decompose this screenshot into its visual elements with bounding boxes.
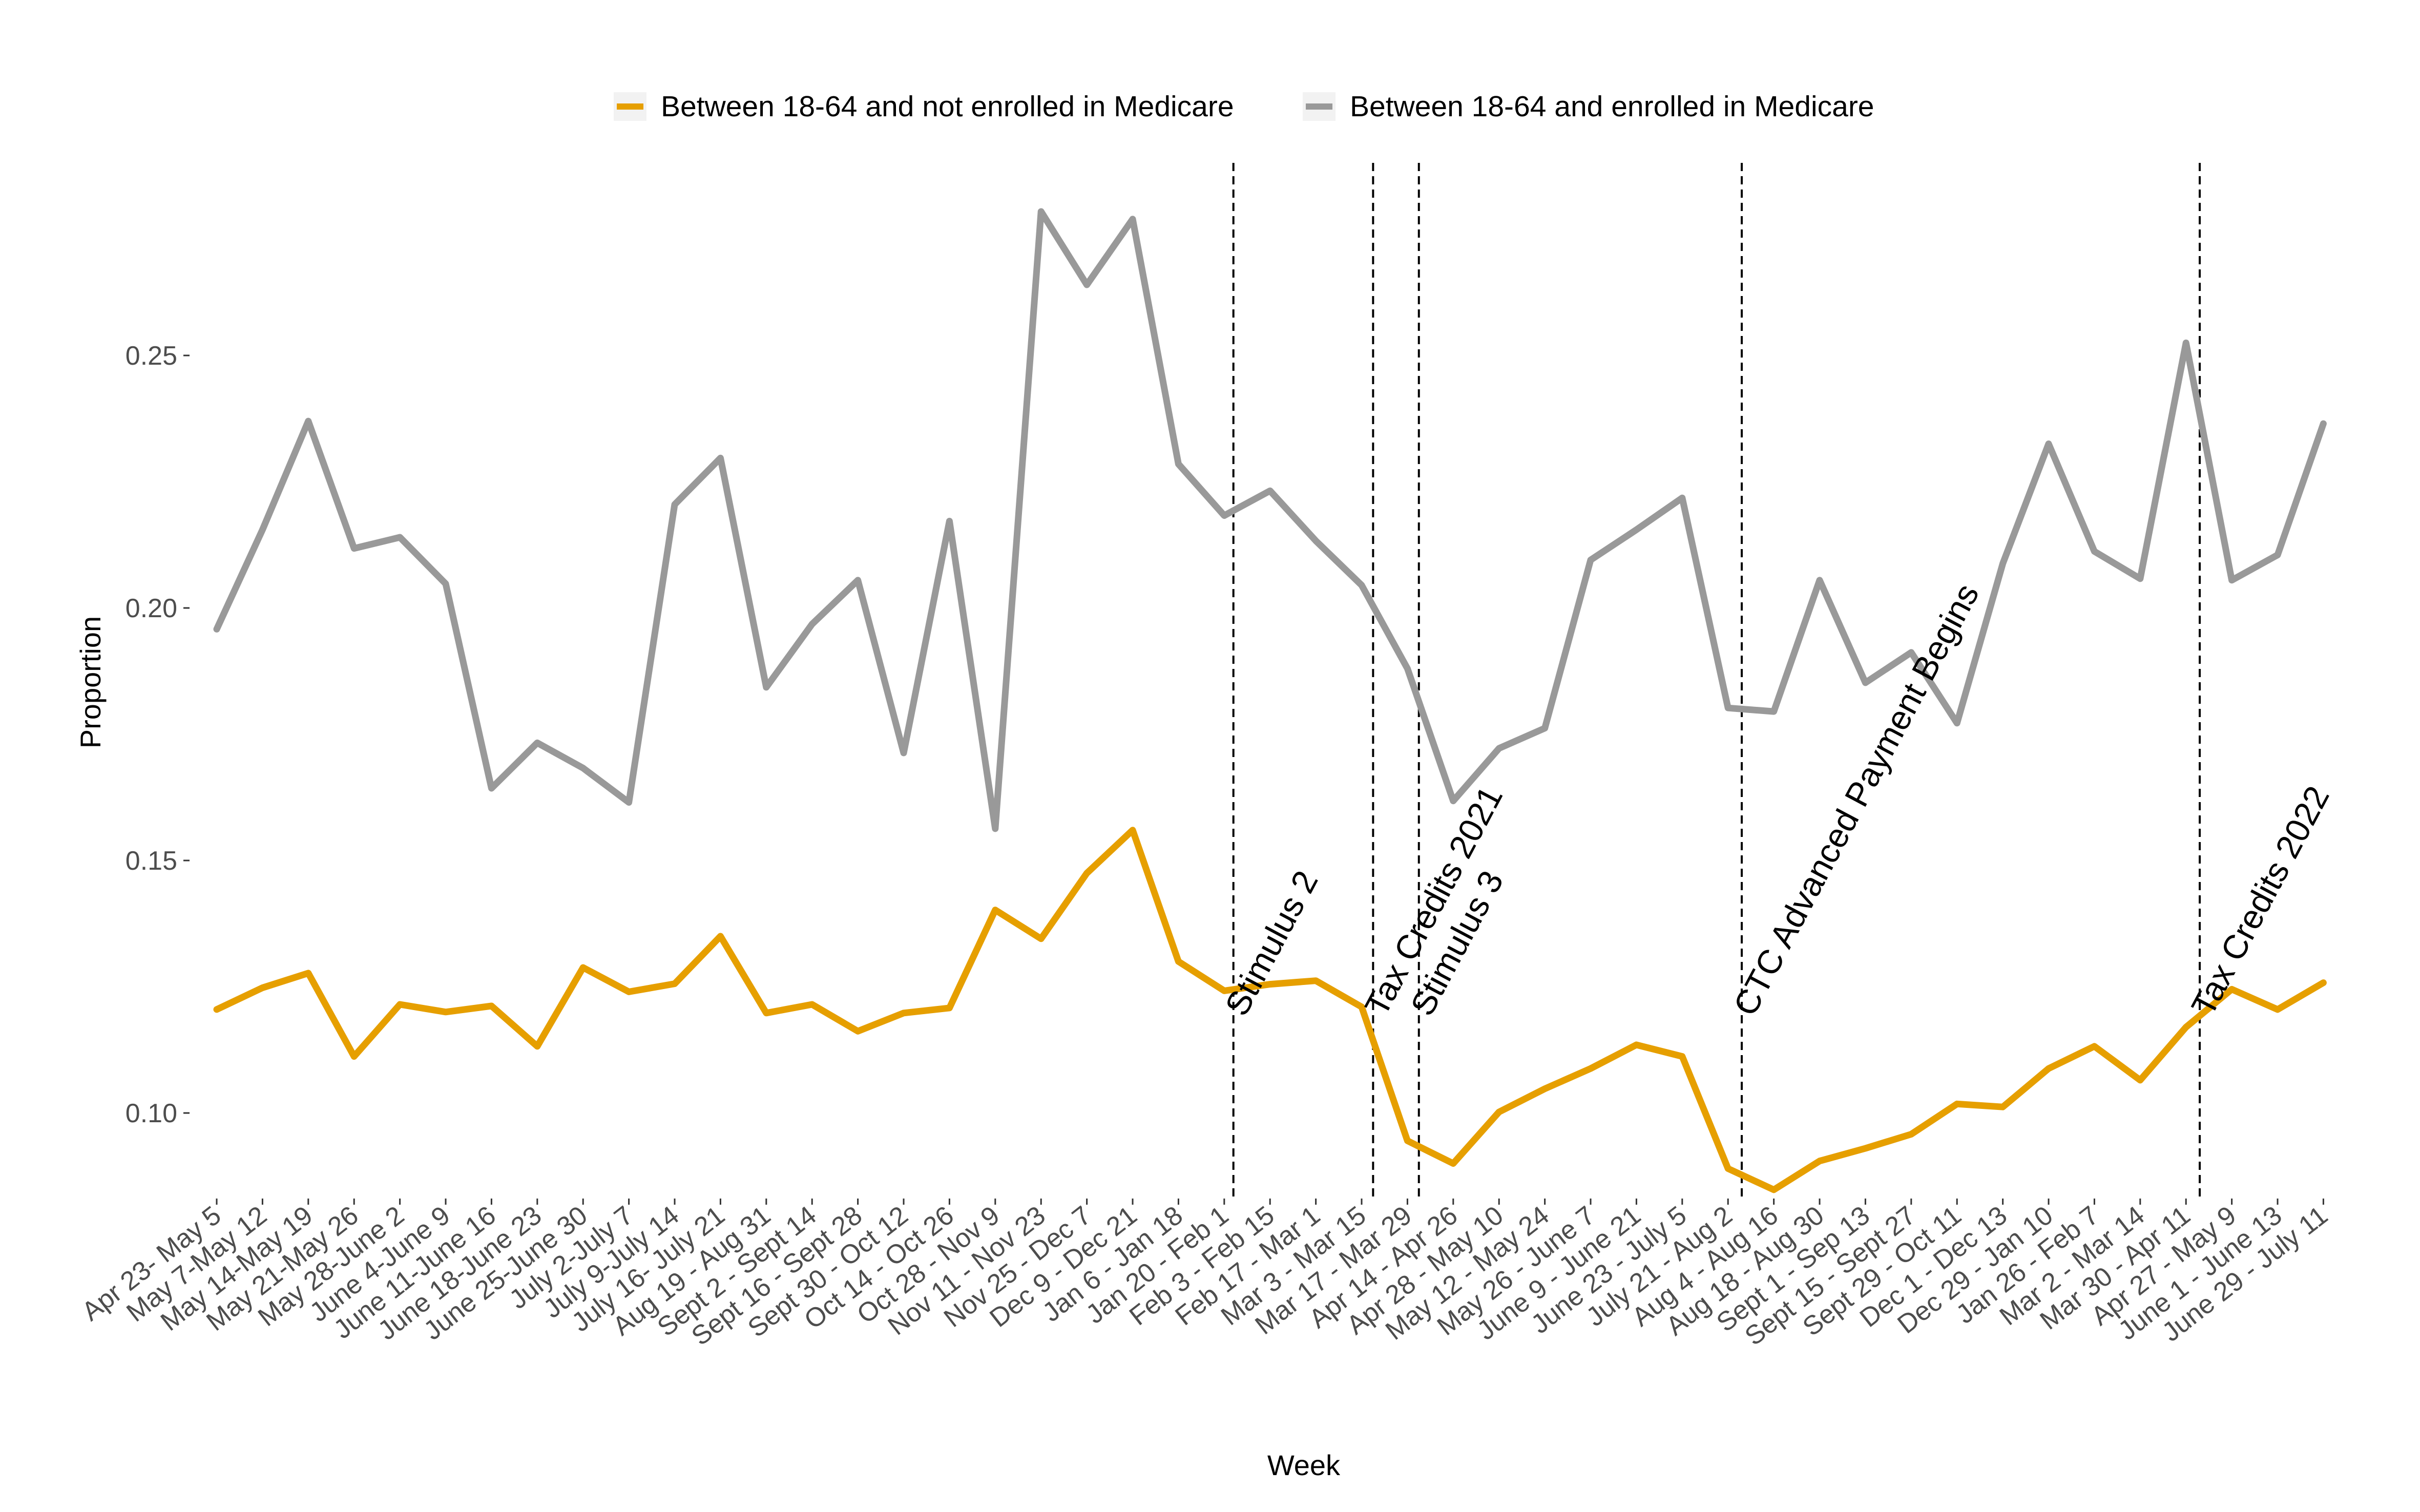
series-lines	[213, 208, 2327, 1193]
y-axis: 0.10 0.15 0.20 0.25	[126, 341, 190, 1128]
legend: Between 18-64 and not enrolled in Medica…	[614, 90, 1874, 123]
series-line-enrolled	[213, 208, 2327, 832]
y-tick-label: 0.20	[126, 594, 177, 623]
y-tick-label: 0.15	[126, 846, 177, 876]
series-line-not-enrolled	[213, 827, 2327, 1193]
legend-label-not-enrolled: Between 18-64 and not enrolled in Medica…	[661, 90, 1234, 123]
y-axis-title: Proportion	[74, 616, 107, 748]
y-tick-label: 0.25	[126, 341, 177, 371]
x-axis-title: Week	[1267, 1449, 1341, 1481]
legend-label-enrolled: Between 18-64 and enrolled in Medicare	[1350, 90, 1874, 123]
y-tick-label: 0.10	[126, 1099, 177, 1128]
